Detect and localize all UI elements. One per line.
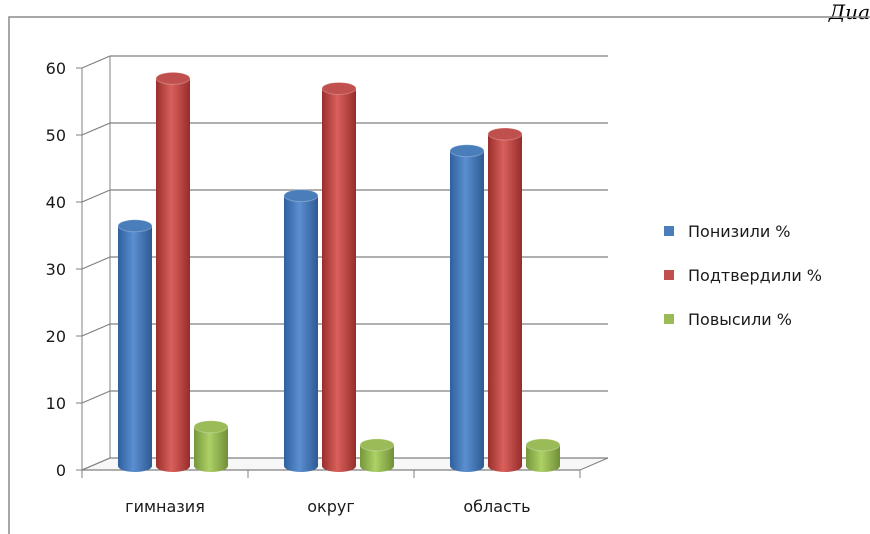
gridline-depth (81, 122, 111, 136)
corner-text: Диа (828, 0, 870, 24)
legend-item: Повысили % (664, 310, 792, 329)
y-tick-label: 30 (46, 260, 66, 279)
y-tick-label: 50 (46, 126, 66, 145)
bar (155, 71, 191, 473)
bar (321, 81, 357, 472)
legend-swatch (664, 226, 674, 236)
bar (525, 438, 561, 472)
gridline-depth (81, 323, 111, 337)
gridline-depth (81, 390, 111, 404)
x-tick-label: гимназия (125, 497, 205, 516)
gridline-depth (81, 55, 111, 69)
y-tick-label: 20 (46, 327, 66, 346)
bar (117, 219, 153, 472)
legend: Понизили % Подтвердили % Повысили % (664, 222, 822, 329)
x-tick-label: округ (307, 497, 354, 516)
chart-plot-area: 0 10 20 30 40 50 60 гимназия округ область (46, 55, 609, 516)
legend-label: Подтвердили % (688, 266, 822, 285)
bar (449, 144, 485, 472)
y-tick-label: 0 (56, 461, 66, 480)
chart-frame (8, 16, 870, 534)
legend-swatch (664, 270, 674, 280)
legend-label: Понизили % (688, 222, 791, 241)
y-tick-label: 10 (46, 394, 66, 413)
gridline-depth (81, 457, 111, 471)
bar (193, 420, 229, 472)
gridline-depth (81, 256, 111, 270)
bar (359, 438, 395, 472)
gridline-depth (81, 189, 111, 203)
legend-label: Повысили % (688, 310, 792, 329)
y-tick-label: 60 (46, 59, 66, 78)
bar (283, 189, 319, 472)
y-tick-label: 40 (46, 193, 66, 212)
bar (487, 127, 523, 472)
legend-swatch (664, 314, 674, 324)
x-tick-label: область (463, 497, 530, 516)
legend-item: Понизили % (664, 222, 791, 241)
legend-item: Подтвердили % (664, 266, 822, 285)
